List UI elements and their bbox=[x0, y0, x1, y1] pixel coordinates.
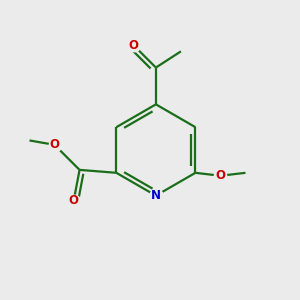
Text: O: O bbox=[215, 169, 225, 182]
Text: O: O bbox=[50, 138, 59, 151]
Text: N: N bbox=[151, 189, 161, 202]
Text: O: O bbox=[69, 194, 79, 207]
Text: O: O bbox=[129, 39, 139, 52]
